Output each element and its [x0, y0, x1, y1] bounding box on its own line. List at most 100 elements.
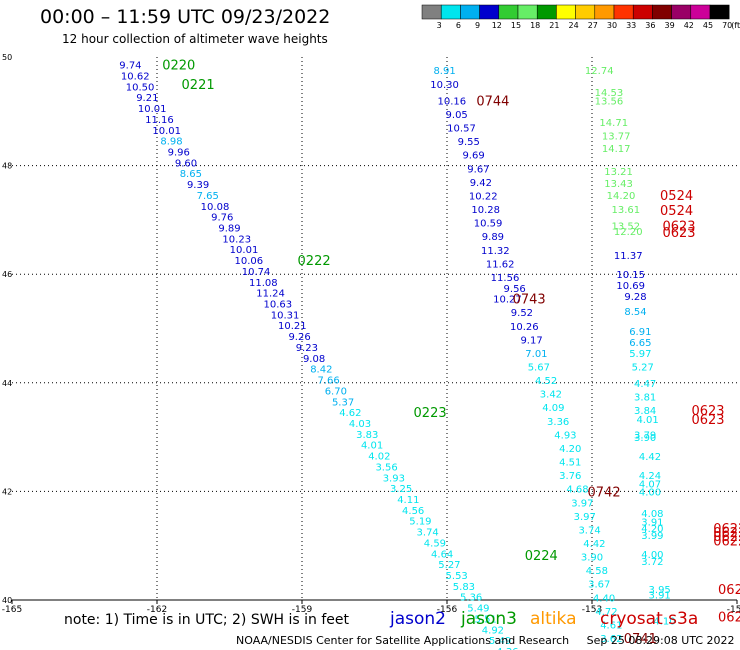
data-point-label: 13.77 [602, 132, 631, 143]
data-point-label: 3.93 [383, 473, 405, 484]
data-point-label: 4.24 [639, 471, 661, 482]
time-label: 0742 [588, 485, 621, 500]
data-point-label: 12.74 [585, 66, 614, 77]
data-point-label: 9.52 [511, 308, 533, 319]
data-point-label: 14.71 [599, 118, 628, 129]
data-point-label: 10.57 [447, 124, 476, 135]
data-point-label: 10.50 [126, 82, 155, 93]
time-label: 0744 [476, 94, 509, 109]
data-point-label: 4.42 [583, 539, 605, 550]
colorbar-label: 21 [549, 21, 559, 30]
data-point-label: 11.08 [249, 278, 278, 289]
data-point-label: 3.76 [559, 471, 581, 482]
colorbar-label: 6 [456, 21, 461, 30]
data-point-label: 7.65 [197, 191, 219, 202]
data-point-label: 3.74 [578, 525, 600, 536]
data-point-label: 3.79 [634, 430, 656, 441]
colorbar-label: 42 [684, 21, 694, 30]
data-point-label: 4.36 [496, 647, 518, 650]
data-point-label: 4.56 [402, 506, 424, 517]
data-point-label: 4.07 [639, 479, 661, 490]
x-tick-label: -159 [292, 605, 313, 615]
credit-line: NOAA/NESDIS Center for Satellite Applica… [236, 634, 735, 647]
data-point-label: 3.95 [649, 585, 671, 596]
data-point-label: 10.01 [138, 104, 167, 115]
data-point-label: 4.62 [339, 408, 361, 419]
colorbar-swatch [575, 4, 596, 20]
data-point-label: 9.39 [187, 180, 209, 191]
colorbar-swatch [671, 4, 692, 20]
data-point-label: 4.01 [361, 441, 383, 452]
colorbar-swatch [556, 4, 576, 20]
time-label: 0223 [414, 406, 447, 421]
data-point-label: 10.08 [201, 202, 230, 213]
time-label: 0623 [691, 413, 724, 428]
data-point-label: 3.74 [417, 528, 439, 539]
data-point-label: 5.37 [332, 397, 354, 408]
data-point-label: 4.20 [559, 444, 581, 455]
data-point-label: 9.28 [624, 292, 646, 303]
y-tick-label: 46 [2, 270, 12, 279]
data-point-label: 4.00 [639, 487, 661, 498]
data-point-label: 3.91 [649, 591, 671, 602]
time-label: 0743 [513, 293, 546, 308]
data-point-label: 5.27 [632, 363, 654, 374]
data-point-label: 10.59 [474, 219, 503, 230]
data-point-label: 4.72 [595, 607, 617, 618]
time-label: 0623 [662, 219, 695, 234]
colorbar-label: 33 [626, 21, 636, 30]
data-point-label: 3.72 [641, 557, 663, 568]
data-point-label: 5.36 [460, 593, 482, 604]
data-point-label: 9.05 [446, 110, 468, 121]
y-tick-label: 42 [2, 487, 12, 496]
data-point-label: 10.74 [242, 267, 271, 278]
time-label: 0741 [624, 632, 657, 647]
colorbar-swatch [479, 4, 500, 20]
colorbar-swatch [498, 4, 519, 20]
colorbar-label: 70 [722, 21, 732, 30]
data-point-label: 3.90 [634, 433, 656, 444]
data-point-label: 9.26 [288, 332, 310, 343]
data-point-label: 4.08 [641, 509, 663, 520]
data-point-label: 13.21 [604, 167, 633, 178]
data-point-label: 4.09 [542, 403, 564, 414]
x-tick-label: -153 [582, 605, 602, 615]
colorbar-swatch [421, 4, 442, 20]
x-tick-label: -150 [727, 605, 740, 615]
data-point-label: 4.02 [368, 452, 390, 463]
data-point-label: 9.17 [520, 335, 542, 346]
time-label: 0623 [662, 226, 695, 241]
data-point-label: 14.17 [602, 144, 631, 155]
colorbar-label: 27 [588, 21, 598, 30]
data-point-label: 10.21 [278, 321, 307, 332]
data-point-label: 13.61 [612, 205, 641, 216]
colorbar-swatch [460, 4, 480, 20]
data-point-label: 3.67 [588, 580, 610, 591]
y-tick-label: 50 [2, 53, 12, 62]
data-point-label: 9.23 [296, 343, 318, 354]
data-point-label: 5.27 [438, 560, 460, 571]
colorbar-swatch [440, 4, 461, 20]
data-point-label: 13.52 [612, 221, 641, 232]
time-label: 0524 [660, 204, 693, 219]
data-point-label: 11.62 [486, 259, 515, 270]
data-point-label: 8.42 [310, 365, 332, 376]
colorbar-swatch [709, 4, 730, 20]
data-point-label: 9.74 [119, 61, 141, 72]
data-point-label: 4.68 [566, 485, 588, 496]
data-point-label: 4.58 [586, 566, 608, 577]
time-label: 0221 [182, 78, 215, 93]
y-tick-label: 48 [2, 162, 12, 171]
data-point-label: 5.19 [409, 517, 431, 528]
data-point-label: 3.25 [390, 484, 412, 495]
colorbar-label: 9 [475, 21, 480, 30]
data-point-label: 10.15 [616, 270, 645, 281]
time-label: 0622 [713, 526, 740, 541]
data-point-label: 3.84 [634, 406, 656, 417]
data-point-label: 4.10 [653, 617, 675, 628]
legend-cryosat-s3a: cryosat s3a [600, 609, 699, 629]
chart-subtitle: 12 hour collection of altimeter wave hei… [62, 32, 328, 46]
x-tick-label: -162 [147, 605, 167, 615]
data-point-label: 8.91 [433, 66, 455, 77]
